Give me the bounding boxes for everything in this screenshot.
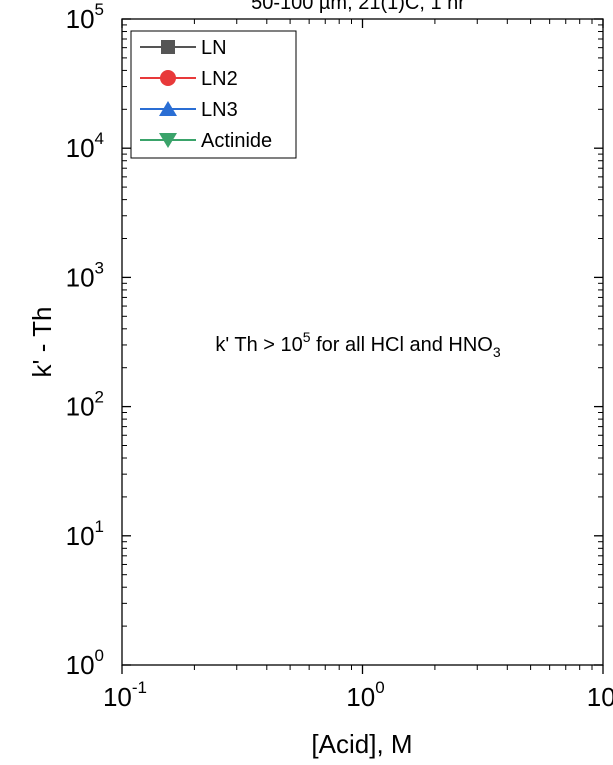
annotation-sub: 3	[493, 344, 501, 360]
y-tick-label: 105	[66, 0, 104, 34]
legend-item-actinide: Actinide	[140, 130, 272, 152]
legend-label: LN2	[201, 68, 238, 90]
legend-marker-circle	[160, 70, 176, 86]
legend-label: Actinide	[201, 130, 272, 152]
legend-box	[130, 30, 297, 159]
y-tick-labels: 100 101 102 103 104 105	[66, 0, 104, 680]
legend-marker-square	[161, 40, 175, 54]
legend-label: LN3	[201, 99, 238, 121]
minor-ticks	[122, 19, 603, 670]
legend-marker-triangle-down	[159, 133, 177, 148]
chart-annotation: k' Th > 105 for all HCl and HNO3	[215, 329, 500, 360]
legend-label: LN	[201, 37, 227, 59]
annotation-prefix: k' Th > 10	[215, 334, 302, 356]
annotation-sup: 5	[303, 329, 311, 345]
legend: LN LN2 LN3 Actinide	[130, 30, 297, 159]
x-tick-labels: 10-1 100 101	[103, 678, 613, 712]
x-axis-label: [Acid], M	[311, 729, 412, 759]
legend-item-ln2: LN2	[140, 68, 238, 90]
y-tick-label: 103	[66, 258, 104, 292]
plot-frame	[121, 18, 604, 666]
annotation-middle: for all HCl and HNO	[311, 334, 493, 356]
y-tick-label: 100	[66, 646, 104, 680]
legend-item-ln: LN	[140, 37, 227, 59]
x-tick-label: 101	[587, 678, 613, 712]
x-tick-label: 100	[346, 678, 384, 712]
x-tick-label: 10-1	[103, 678, 147, 712]
y-tick-label: 102	[66, 388, 104, 422]
legend-item-ln3: LN3	[140, 99, 238, 121]
legend-marker-triangle-up	[159, 101, 177, 116]
y-tick-label: 104	[66, 129, 104, 163]
chart-title: 50-100 µm, 21(1)C, 1 hr	[251, 0, 465, 14]
y-axis-label: k' - Th	[27, 307, 57, 378]
y-tick-label: 101	[66, 517, 104, 551]
